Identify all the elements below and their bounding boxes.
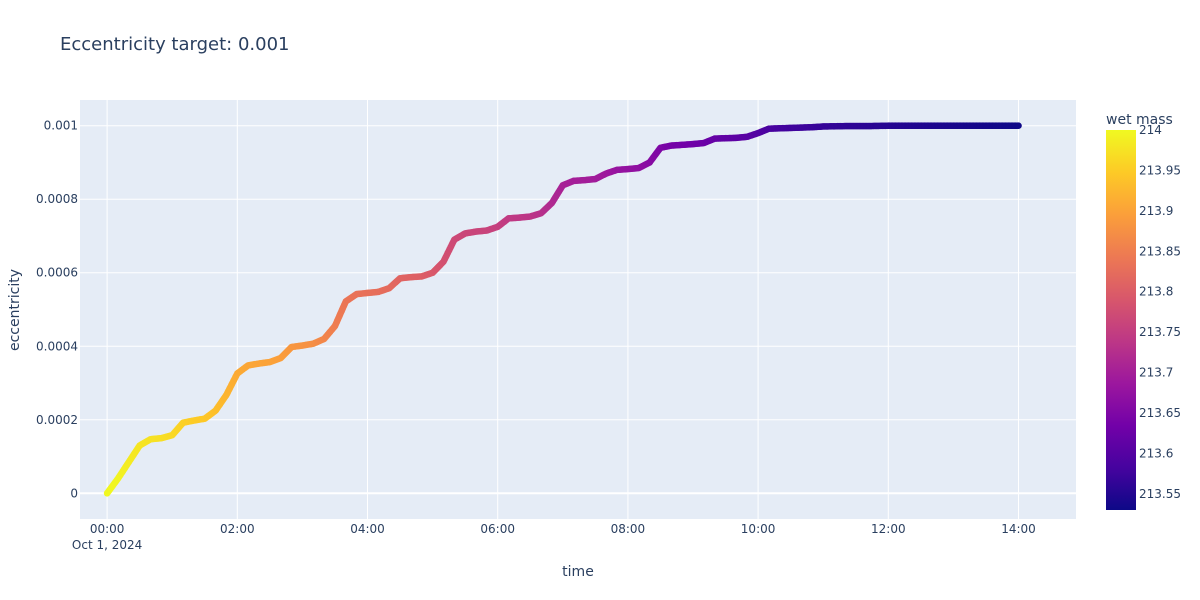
- y-tick-label: 0.0004: [36, 339, 78, 353]
- y-tick-label: 0.0006: [36, 266, 78, 280]
- data-point: [1015, 122, 1022, 130]
- colorbar-tick-label: 213.7: [1139, 366, 1173, 380]
- x-axis-title: time: [562, 564, 594, 580]
- x-tick-label: 10:00: [741, 522, 776, 536]
- x-tick-label: 12:00: [871, 522, 906, 536]
- x-tick-label: 06:00: [480, 522, 515, 536]
- colorbar-tick-label: 213.85: [1139, 244, 1181, 258]
- x-tick-sublabel: Oct 1, 2024: [72, 538, 142, 552]
- colorbar-title: wet mass: [1106, 112, 1173, 128]
- plot-background: [80, 100, 1076, 519]
- colorbar: [1106, 130, 1136, 510]
- colorbar-tick-label: 213.9: [1139, 204, 1173, 218]
- colorbar-tick-label: 213.6: [1139, 446, 1173, 460]
- x-tick-label: 00:00: [90, 522, 125, 536]
- y-tick-label: 0.0002: [36, 413, 78, 427]
- colorbar-tick-label: 213.95: [1139, 163, 1181, 177]
- y-tick-label: 0: [70, 486, 78, 500]
- colorbar-tick-label: 213.65: [1139, 406, 1181, 420]
- colorbar-tick-label: 214: [1139, 123, 1162, 137]
- y-axis-title: eccentricity: [7, 269, 23, 351]
- colorbar-ticks: 214 213.95 213.9 213.85 213.8 213.75 213.7 213.…: [1139, 123, 1181, 501]
- data-points: [103, 122, 1022, 497]
- chart-title: Eccentricity target: 0.001: [60, 34, 289, 55]
- y-tick-label: 0.001: [44, 119, 78, 133]
- x-axis-ticks: 00:00 Oct 1, 2024 02:00 04:00 06:00 08:00 10:0…: [72, 522, 1036, 552]
- x-tick-label: 14:00: [1001, 522, 1036, 536]
- x-tick-label: 02:00: [220, 522, 255, 536]
- y-tick-label: 0.0008: [36, 192, 78, 206]
- y-axis-ticks: 0 0.0002 0.0004 0.0006 0.0008 0.001: [36, 119, 78, 501]
- x-tick-label: 08:00: [611, 522, 646, 536]
- colorbar-tick-label: 213.75: [1139, 325, 1181, 339]
- colorbar-tick-label: 213.8: [1139, 285, 1173, 299]
- x-tick-label: 04:00: [350, 522, 385, 536]
- colorbar-tick-label: 213.55: [1139, 487, 1181, 501]
